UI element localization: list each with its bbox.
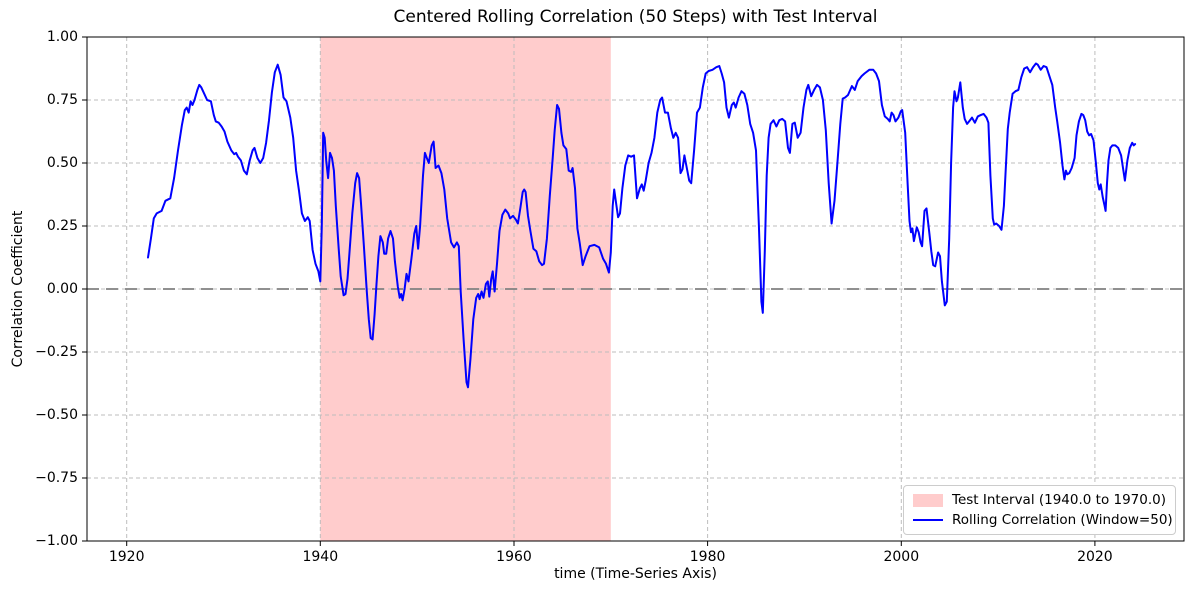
y-tick-label: −0.75: [35, 470, 78, 486]
y-axis-label: Correlation Coefficient: [10, 210, 26, 368]
legend-item-test-interval: Test Interval (1940.0 to 1970.0): [913, 490, 1167, 510]
legend-band-swatch: [913, 493, 943, 507]
axes-spines: [86, 36, 1185, 542]
x-tick-label: 1960: [496, 549, 532, 565]
y-tick-label: 0.25: [46, 218, 78, 234]
legend-line-label: Rolling Correlation (Window=50): [952, 512, 1173, 528]
y-tick-label: 0.75: [46, 92, 78, 108]
legend-line-swatch: [913, 519, 943, 521]
x-tick-label: 2000: [883, 549, 920, 565]
x-tick-label: 1940: [302, 549, 339, 565]
legend: Test Interval (1940.0 to 1970.0) Rolling…: [903, 485, 1176, 535]
y-tick-label: 0.00: [46, 281, 78, 297]
x-tick-label: 1980: [689, 549, 726, 565]
x-tick-label: 2020: [1077, 549, 1113, 565]
y-tick-label: −0.25: [35, 344, 78, 360]
y-tick-label: −0.50: [35, 407, 78, 423]
chart-title: Centered Rolling Correlation (50 Steps) …: [393, 7, 878, 27]
x-axis-label: time (Time-Series Axis): [554, 566, 717, 582]
y-tick-label: 0.50: [46, 155, 78, 171]
legend-band-label: Test Interval (1940.0 to 1970.0): [952, 492, 1167, 508]
y-tick-label: −1.00: [35, 533, 78, 549]
x-tick-label: 1920: [108, 549, 145, 565]
rolling-correlation-line: [147, 62, 1137, 389]
legend-item-rolling-correlation: Rolling Correlation (Window=50): [913, 510, 1173, 530]
y-tick-label: 1.00: [46, 29, 78, 45]
